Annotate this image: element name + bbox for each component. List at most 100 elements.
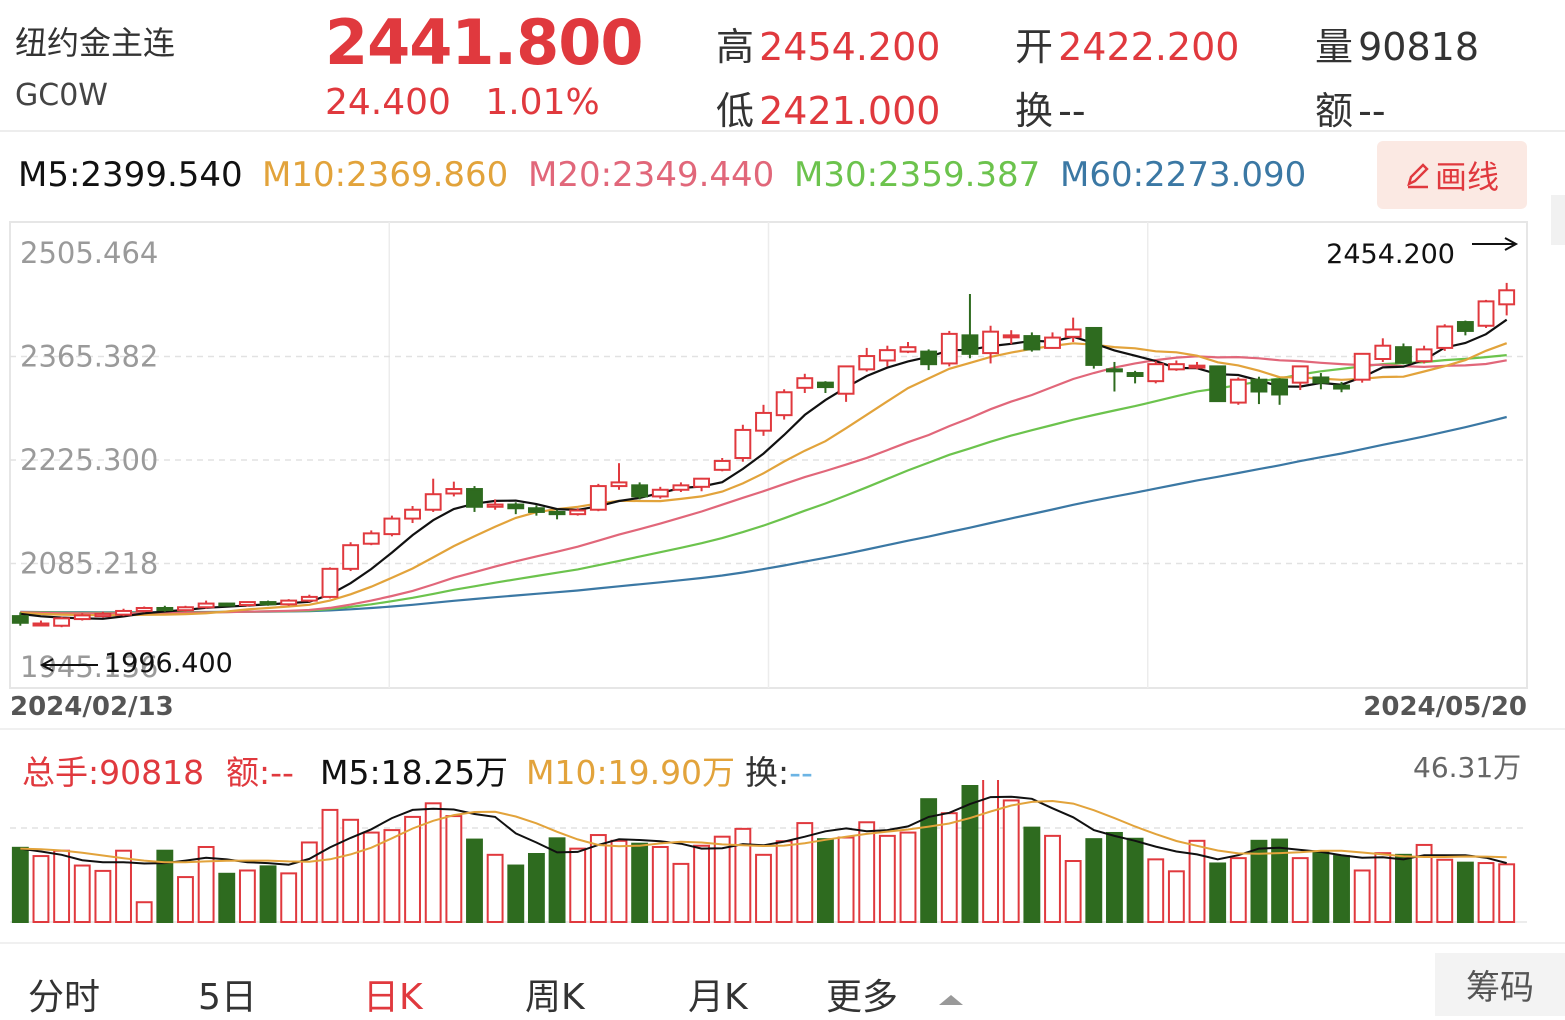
- tab-daily-k[interactable]: 日K: [363, 977, 423, 1018]
- candle: [816, 381, 834, 393]
- candle-body: [548, 510, 566, 516]
- candle-body: [1023, 335, 1041, 351]
- volume-bar: [197, 845, 215, 923]
- volume-total: 总手:90818: [22, 753, 205, 792]
- tab-5day[interactable]: 5日: [198, 977, 257, 1018]
- volume-bar: [837, 836, 855, 923]
- candle: [1271, 378, 1289, 405]
- tab-more[interactable]: 更多: [826, 968, 965, 1020]
- volume-m5: M5:18.25万: [320, 753, 509, 792]
- candle: [32, 620, 50, 627]
- candle-body: [1436, 325, 1454, 349]
- volume-bar: [362, 831, 380, 924]
- volume-bar: [300, 841, 318, 923]
- volume-bar: [1498, 863, 1516, 923]
- candle-body: [775, 391, 793, 417]
- candle: [1209, 365, 1227, 403]
- volume-bar: [1167, 870, 1185, 923]
- candle-body: [940, 332, 958, 365]
- candle-body: [1229, 378, 1247, 404]
- volume-bar: [1044, 834, 1061, 923]
- volume-bar: [11, 846, 29, 923]
- candle: [342, 542, 360, 572]
- volume-bar: [1374, 852, 1392, 923]
- ma60-line: [20, 415, 1507, 614]
- candle-body: [651, 488, 669, 498]
- volume-bar: [1415, 843, 1433, 923]
- candle: [1044, 332, 1061, 349]
- candle-body: [238, 601, 256, 607]
- y-tick-label: 2085.218: [20, 547, 158, 581]
- candle-body: [218, 602, 236, 607]
- candle: [1436, 324, 1454, 351]
- candle-body: [1044, 336, 1061, 349]
- turnover-stat: 换 --: [1015, 80, 1086, 135]
- side-handle[interactable]: [1551, 195, 1565, 245]
- candle-body: [73, 614, 91, 621]
- volume-bar: [238, 869, 256, 923]
- high-stat: 高 2454.200: [716, 16, 940, 71]
- volume-bar: [94, 869, 112, 924]
- candle-body: [53, 617, 71, 627]
- volume-bar: [548, 837, 566, 923]
- volume-turnover-label: 换:: [745, 753, 790, 792]
- candle-body: [259, 601, 277, 606]
- candle: [982, 325, 1000, 364]
- volume-bar: [589, 834, 607, 923]
- volume-bar: [342, 818, 360, 923]
- volume-bar: [507, 864, 525, 923]
- high-marker-arrowhead: [1504, 237, 1519, 251]
- open-stat: 开 2422.200: [1015, 16, 1239, 71]
- volume-bar: [321, 808, 339, 923]
- volume-bar: [424, 802, 442, 924]
- candle-body: [858, 355, 876, 371]
- low-marker-arrowhead: [39, 658, 54, 672]
- volume-bar: [1477, 862, 1495, 923]
- volume-bar: [899, 831, 917, 924]
- amount-label: 额: [1315, 89, 1354, 133]
- volume-chart[interactable]: [0, 780, 1565, 930]
- candle-body: [1167, 363, 1185, 371]
- candle: [218, 602, 236, 607]
- volume-bar: [1126, 837, 1144, 923]
- tab-weekly-k[interactable]: 周K: [525, 977, 585, 1018]
- candle-body: [1250, 378, 1268, 393]
- tab-intraday[interactable]: 分时: [28, 977, 101, 1018]
- candle-body: [404, 508, 421, 520]
- candle: [1147, 361, 1165, 384]
- candle: [1085, 326, 1103, 369]
- y-tick-label: 1945.136: [20, 650, 158, 684]
- candle: [734, 424, 752, 462]
- candle-body: [1209, 365, 1227, 403]
- volume-bar: [1085, 838, 1103, 923]
- volume-bar: [982, 780, 1000, 924]
- candle: [404, 506, 421, 524]
- ma20-label: M20:2349.440: [528, 155, 775, 195]
- draw-line-button[interactable]: 画线: [1377, 141, 1527, 209]
- draw-line-label: 画线: [1434, 158, 1499, 196]
- candle: [569, 508, 587, 516]
- candle-body: [424, 493, 442, 511]
- volume-bar: [1312, 850, 1330, 923]
- ma5-line: [20, 318, 1508, 620]
- candle: [53, 616, 71, 628]
- candle: [445, 481, 463, 497]
- chip-distribution-button[interactable]: 筹码: [1435, 953, 1565, 1016]
- candle: [486, 499, 504, 510]
- low-label: 低: [716, 89, 755, 133]
- candlestick-chart[interactable]: 2505.464 2365.382 2225.300 2085.218 1945.136…: [0, 215, 1565, 735]
- volume-bar: [796, 822, 814, 923]
- volume-max-label: 46.31万: [1413, 751, 1522, 784]
- candle-body: [300, 595, 318, 602]
- candle-body: [486, 503, 504, 508]
- candle-body: [11, 615, 29, 624]
- header-divider: [0, 130, 1565, 132]
- volume-bar: [73, 864, 91, 923]
- volume-bar: [734, 827, 752, 924]
- volume-bar: [1229, 857, 1247, 924]
- volume-bar: [755, 853, 772, 923]
- triangle-up-icon: [939, 995, 964, 1005]
- candle-body: [982, 330, 1000, 355]
- tab-monthly-k[interactable]: 月K: [688, 977, 748, 1018]
- candle-body: [115, 609, 132, 616]
